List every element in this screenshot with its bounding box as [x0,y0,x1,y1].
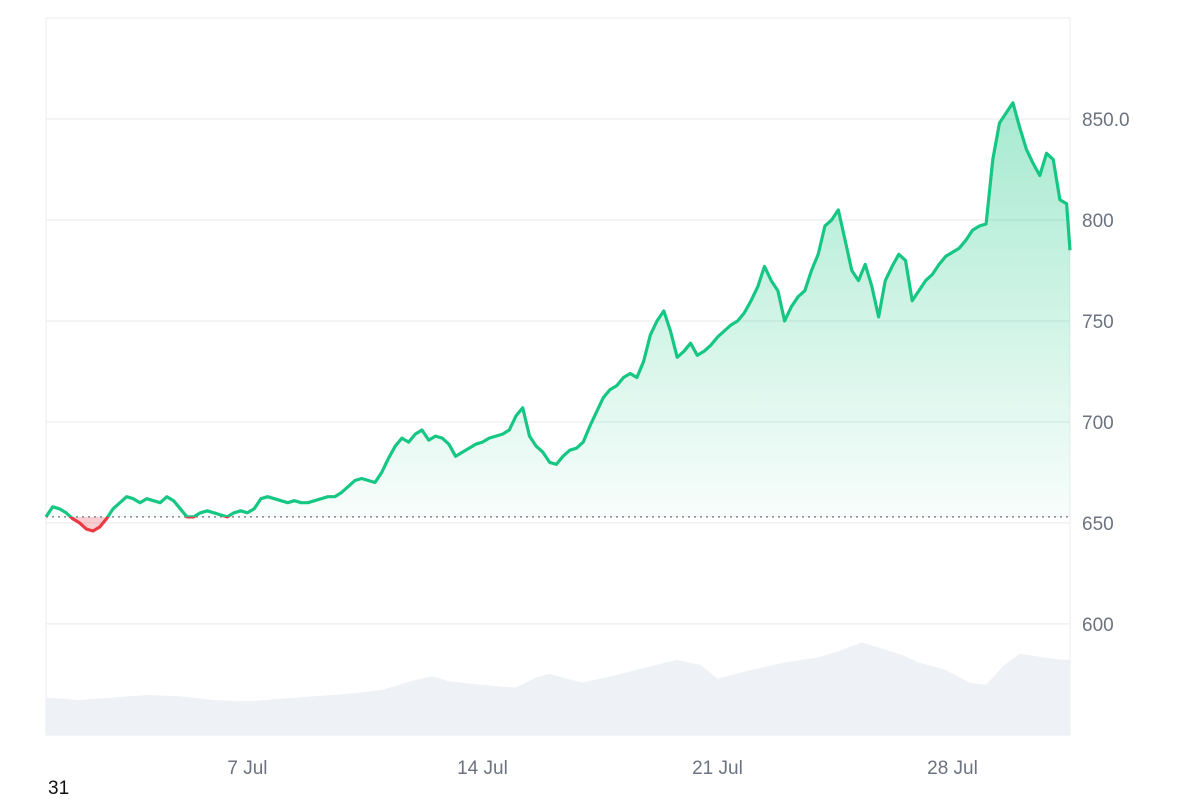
y-tick-label: 600 [1082,615,1114,636]
y-tick-label: 700 [1082,413,1114,434]
x-tick-label: 7 Jul [227,758,267,779]
x-tick-label: 21 Jul [692,758,743,779]
y-tick-label: 750 [1082,312,1114,333]
y-axis-ticks: 600 650 700 750 800 850.0 [1082,110,1130,636]
volume-area [46,642,1070,735]
price-line [44,101,1072,533]
corner-date-label: 31 [48,778,70,799]
y-tick-label: 650 [1082,514,1114,535]
price-line-up [44,101,1072,517]
y-tick-label: 850.0 [1082,110,1130,131]
x-axis-ticks: 7 Jul 14 Jul 21 Jul 28 Jul [227,758,977,779]
price-area-above [46,102,1070,517]
volume-fill [46,642,1070,735]
y-tick-label: 800 [1082,211,1114,232]
x-tick-label: 14 Jul [457,758,508,779]
x-tick-label: 28 Jul [927,758,978,779]
price-area [46,102,1070,531]
